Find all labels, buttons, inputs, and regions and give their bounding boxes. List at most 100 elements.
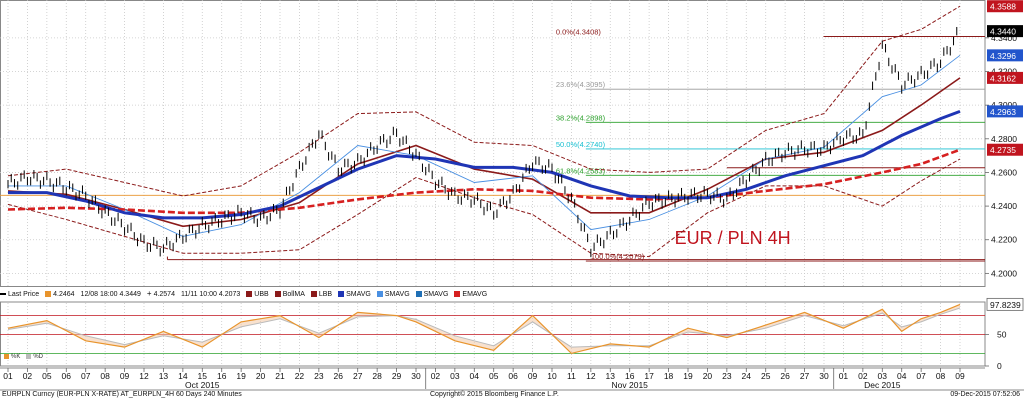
x-tick-label: 30 (819, 371, 829, 381)
square-icon (415, 291, 422, 297)
legend-item-label: SMAVG (423, 290, 449, 298)
legend-item-label: 11/11 10:00 4.2073 (180, 290, 241, 298)
legend-item: 12/08 18:00 4.3449 (81, 291, 141, 298)
x-tick-label: 24 (742, 371, 752, 381)
x-tick-label: 08 (936, 371, 946, 381)
fib-level-label: 0.0%(4.3408) (556, 28, 602, 37)
x-tick-label: 18 (664, 371, 674, 381)
price-tag (987, 143, 1023, 156)
legend-item: SMAVG (415, 290, 449, 298)
price-tag (987, 71, 1023, 84)
x-tick-label: 29 (392, 371, 402, 381)
legend-item: SMAVG (376, 290, 410, 298)
price-tag-label: 4.3162 (990, 73, 1016, 83)
x-tick-label: 20 (256, 371, 266, 381)
x-tick-label: 22 (295, 371, 305, 381)
y-tick-label: 4.2400 (991, 201, 1017, 211)
y-tick-label: 4.2800 (991, 134, 1017, 144)
x-tick-label: 16 (217, 371, 227, 381)
bollinger-ma-line (7, 77, 961, 228)
legend-item: LBB (310, 291, 332, 298)
legend-item-label: 4.2574 (153, 290, 175, 298)
price-tag (987, 25, 1023, 38)
x-tick-label: 13 (159, 371, 169, 381)
x-tick-label: 03 (878, 371, 888, 381)
legend-item: SMAVG (338, 291, 371, 298)
x-tick-label: 28 (372, 371, 382, 381)
legend-item-label: SMAVG (346, 290, 371, 298)
x-tick-label: 09 (955, 371, 965, 381)
x-tick-label: 02 (23, 371, 33, 381)
x-tick-label: 12 (139, 371, 149, 381)
x-tick-label: 01 (839, 371, 849, 381)
x-tick-label: 07 (81, 371, 91, 381)
plus-icon: + (146, 289, 152, 298)
osc-y-tick-label: 50 (997, 330, 1007, 340)
osc-legend-k-label: %K (11, 354, 21, 361)
price-tag-label: 97.8239 (990, 300, 1021, 310)
x-tick-label: 23 (722, 371, 732, 381)
chart-title: EUR / PLN 4H (675, 228, 791, 248)
oscillator-legend: %K %D (4, 354, 43, 360)
x-tick-label: 08 (100, 371, 110, 381)
x-tick-label: 03 (450, 371, 460, 381)
stochastic-d-line (7, 307, 961, 348)
square-icon (45, 291, 52, 297)
square-icon (26, 354, 32, 359)
y-tick-label: 4.3200 (991, 67, 1017, 77)
legend-item: BollMA (274, 290, 305, 298)
square-icon (338, 291, 345, 297)
x-tick-label: 27 (353, 371, 363, 381)
x-tick-label: 09 (120, 371, 130, 381)
price-tag-label: 4.3296 (990, 51, 1016, 61)
x-tick-label: 14 (178, 371, 188, 381)
footer-timestamp: 09-Dec-2015 07:52:06 (950, 391, 1020, 398)
x-tick-label: 15 (198, 371, 208, 381)
x-tick-label: 05 (489, 371, 499, 381)
x-tick-label: 26 (780, 371, 790, 381)
osc-y-tick-label: 0 (997, 361, 1002, 371)
x-tick-label: 30 (411, 371, 421, 381)
x-tick-label: 21 (275, 371, 285, 381)
legend-item-label: 12/08 18:00 4.3449 (80, 290, 141, 298)
legend-item: 11/11 10:00 4.2073 (181, 291, 240, 298)
legend-item-label: SMAVG (384, 290, 410, 298)
square-icon (310, 291, 317, 297)
x-tick-label: 06 (508, 371, 518, 381)
x-tick-label: 06 (62, 371, 72, 381)
square-icon (454, 291, 461, 297)
stochastic-fill (8, 304, 960, 354)
price-tag (987, 0, 1023, 13)
legend-item: EMAVG (454, 291, 487, 298)
price-tag (986, 297, 1024, 311)
square-icon (274, 291, 281, 297)
sma-thick-line (8, 109, 961, 220)
legend-item-label: UBB (254, 290, 269, 298)
oscillator-panel-border (0, 301, 986, 367)
osc-legend-d-label: %D (33, 354, 44, 361)
x-tick-label: 04 (470, 371, 480, 381)
x-tick-label: 17 (644, 371, 654, 381)
osc-legend-d: %D (26, 354, 43, 360)
x-tick-label: 04 (897, 371, 907, 381)
x-tick-label: 02 (858, 371, 868, 381)
x-tick-label: 02 (431, 371, 441, 381)
legend-item: +4.2574 (146, 289, 175, 298)
x-tick-label: 09 (528, 371, 538, 381)
footer: EURPLN Curncy (EUR-PLN X-RATE) AT_EURPLN… (0, 391, 1024, 401)
legend-item-label: BollMA (282, 290, 305, 298)
y-tick-label: 4.3000 (991, 100, 1017, 110)
price-tag-label: 4.2735 (990, 145, 1016, 155)
legend-item-label: EMAVG (462, 290, 488, 298)
price-tag-label: 4.3588 (990, 2, 1016, 12)
price-tag-label: 4.2963 (990, 107, 1016, 117)
x-tick-label: 13 (606, 371, 616, 381)
x-tick-label: 27 (800, 371, 810, 381)
x-tick-label: 25 (761, 371, 771, 381)
sma-thin-line (8, 54, 961, 237)
footer-source: EURPLN Curncy (EUR-PLN X-RATE) AT_EURPLN… (2, 391, 242, 398)
month-label: Dec 2015 (864, 380, 901, 390)
x-tick-label: 11 (567, 371, 576, 381)
line-icon (0, 293, 6, 295)
x-tick-label: 20 (703, 371, 713, 381)
